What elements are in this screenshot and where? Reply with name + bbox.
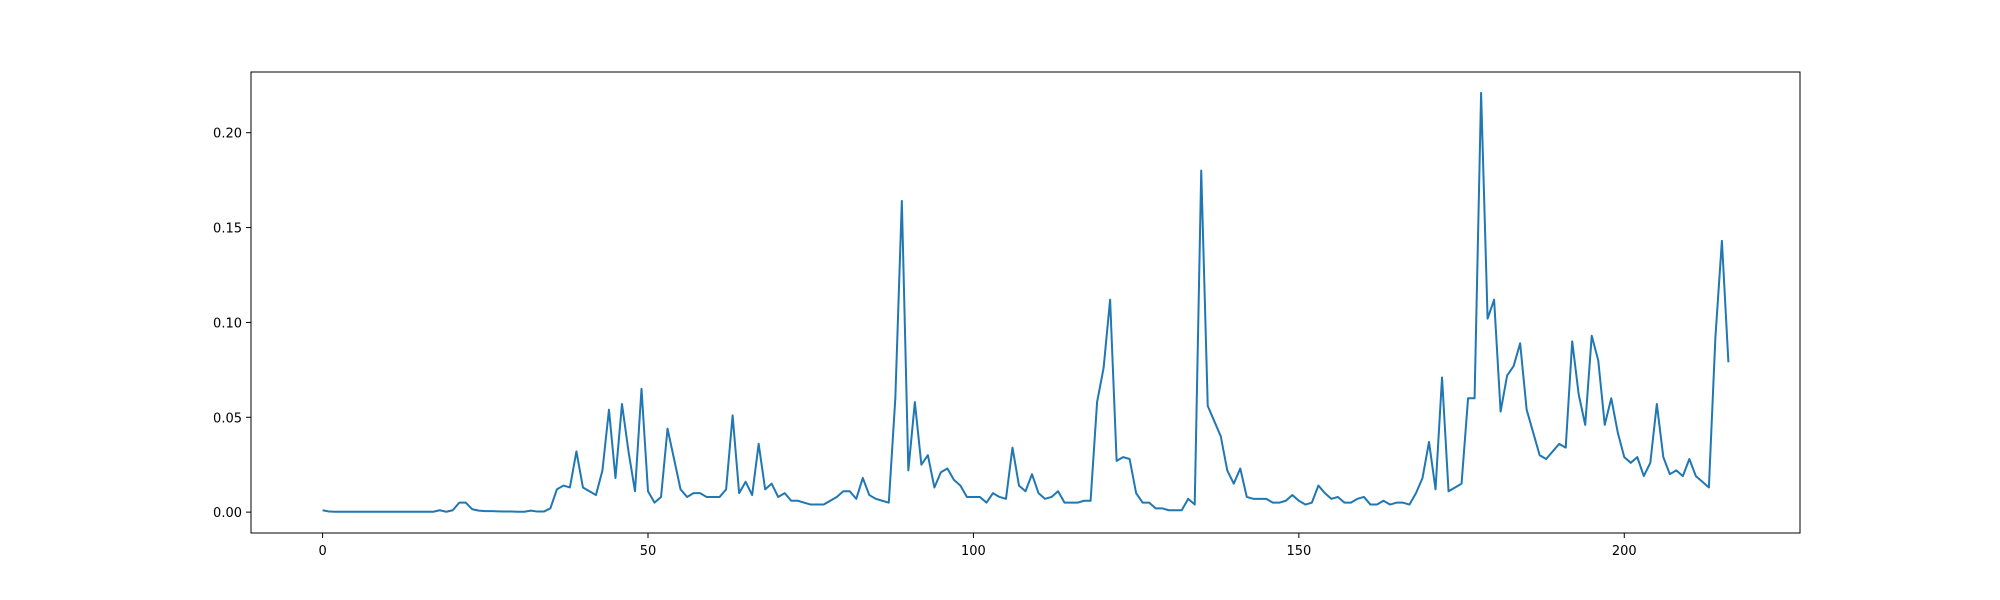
y-tick-label: 0.15 <box>213 222 242 237</box>
x-tick-label: 100 <box>961 544 986 559</box>
y-axis: 0.00 0.05 0.10 0.15 0.20 <box>213 127 251 521</box>
axes-frame <box>250 71 1801 534</box>
x-tick-label: 0 <box>318 544 326 559</box>
series-layer <box>322 91 1730 513</box>
y-tick-label: 0.00 <box>213 506 242 521</box>
y-tick-label: 0.20 <box>213 127 242 142</box>
x-axis: 0 50 100 150 200 <box>318 533 1637 559</box>
x-tick-label: 50 <box>640 544 657 559</box>
series-line-0 <box>322 91 1730 513</box>
y-tick-label: 0.10 <box>213 316 242 331</box>
x-tick-label: 200 <box>1612 544 1637 559</box>
x-tick-label: 150 <box>1286 544 1311 559</box>
y-tick-label: 0.05 <box>213 411 242 426</box>
